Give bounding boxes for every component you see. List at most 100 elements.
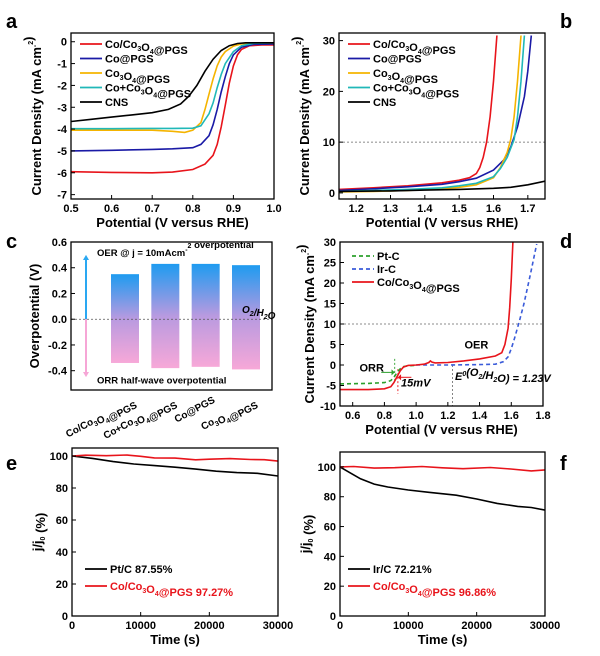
- x-axis-label: Time (s): [150, 632, 200, 647]
- y-tick-label: -5: [57, 146, 67, 158]
- series-line-co-co-o-pgs: [71, 42, 274, 130]
- y-tick-label: 20: [324, 278, 336, 290]
- y-tick-label: 30: [324, 237, 336, 249]
- x-axis-label: Potential (V versus RHE): [96, 215, 248, 230]
- x-tick-label: 0.8: [185, 203, 200, 215]
- series-line-ir-c: [340, 466, 545, 511]
- y-axis-label: Current Density (mA cm-2): [21, 37, 44, 196]
- x-tick-label: 20000: [194, 620, 225, 632]
- series-group: [340, 465, 545, 511]
- y-tick-label: -6: [57, 168, 67, 180]
- plot-frame: [70, 32, 275, 200]
- series-group: [72, 454, 278, 477]
- y-tick-label: -7: [57, 190, 67, 202]
- x-tick-label: 0.6: [104, 203, 119, 215]
- chart-panel-b: 1.2 1.3 1.4 1.5 1.6 1.7 0 10 20 30 Potential (V ve…: [289, 32, 546, 230]
- y-tick-label: -0.4: [48, 366, 68, 378]
- x-tick-label: 10000: [393, 620, 424, 632]
- y-tick-label: 5: [330, 340, 336, 352]
- x-tick-label: 10000: [125, 620, 156, 632]
- plot-frame: [71, 447, 279, 617]
- series-line-co-co-o-pgs: [71, 44, 274, 174]
- y-tick-label: 80: [324, 492, 336, 504]
- y-tick-label: 0: [329, 188, 335, 200]
- chart-panel-e: 0 10000 20000 30000 0 20 40 60 80 100 Time (s) j/j0…: [30, 447, 293, 647]
- y-tick-label: -0.2: [48, 340, 67, 352]
- x-tick-label: 0.5: [63, 203, 78, 215]
- legend-label: Co/Co3O4@PGS 97.27%: [110, 581, 233, 599]
- y-tick-label: 0: [330, 611, 336, 623]
- y-tick-label: 40: [56, 547, 68, 559]
- legend-label: Ir/C 72.21%: [373, 564, 432, 576]
- panel-label-b: b: [560, 11, 572, 33]
- chart-panel-d: 0.6 0.8 1.0 1.2 1.4 1.6 1.8 30 25 20 15 10 5 0 -5 -10 Po…: [294, 237, 552, 437]
- chart-panel-f: 0 10000 20000 30000 0 20 40 60 80 100 Time (s) j/j0…: [298, 451, 560, 647]
- legend-label: CNS: [373, 97, 396, 109]
- y-tick-label: 0.0: [52, 314, 67, 326]
- legend-label: Co@PGS: [373, 54, 422, 66]
- oer-annotation: OER: [464, 340, 488, 352]
- panel-label-d: d: [560, 231, 572, 253]
- panel-label-e: e: [6, 453, 17, 475]
- y-axis-label: Overpotential (V): [27, 264, 42, 369]
- x-tick-label: 20000: [461, 620, 492, 632]
- legend-label: Co+Co3O4@PGS: [105, 83, 191, 101]
- orr-arrowhead: [83, 371, 89, 378]
- series-line-pt-c: [72, 455, 278, 477]
- legend-label: Co/Co3O4@PGS: [105, 39, 188, 57]
- series-line-ir-c: [416, 243, 538, 366]
- y-tick-label: -5: [326, 381, 336, 393]
- x-tick-label: 1.6: [504, 410, 519, 422]
- y-tick-label: 20: [56, 579, 68, 591]
- series-line-co-co-o-pgs: [339, 35, 526, 193]
- y-tick-label: 10: [323, 137, 335, 149]
- series-line-co-pgs: [339, 35, 533, 192]
- legend-label: Co3O4@PGS: [105, 68, 170, 86]
- legend-label: Co+Co3O4@PGS: [373, 83, 459, 101]
- bar-1: [151, 263, 180, 369]
- y-tick-label: 20: [323, 86, 335, 98]
- series-line-co-co-o-pgs: [340, 465, 545, 472]
- panel-label-f: f: [560, 453, 567, 475]
- plot-frame: [339, 451, 546, 617]
- y-tick-label: 0.2: [52, 288, 67, 300]
- o2-h2o-label: O2/H2O: [242, 305, 276, 322]
- x-tick-label: 1.0: [408, 410, 423, 422]
- plot-frame: [338, 32, 546, 200]
- y-tick-label: 0: [330, 360, 336, 372]
- legend-label: Co/Co3O4@PGS: [377, 277, 460, 295]
- y-tick-label: 15: [324, 299, 336, 311]
- x-tick-label: 1.4: [417, 203, 433, 215]
- y-tick-label: 30: [323, 36, 335, 48]
- bar-3: [232, 265, 260, 370]
- panel-label-a: a: [6, 11, 18, 33]
- y-tick-label: -4: [57, 124, 68, 136]
- y-axis-label: j/j0 (%): [30, 513, 48, 553]
- series-line-co-o-pgs: [71, 42, 274, 134]
- oer-caption: OER @ j = 10mAcm-2 overpotential: [97, 240, 254, 259]
- y-tick-label: 20: [324, 581, 336, 593]
- y-tick-label: -10: [320, 401, 336, 413]
- bar-2: [191, 263, 220, 367]
- y-tick-label: 10: [324, 319, 336, 331]
- legend-label: Co3O4@PGS: [373, 68, 438, 86]
- oer-arrowhead: [83, 254, 89, 261]
- y-tick-label: 0.4: [52, 263, 68, 275]
- y-tick-label: 25: [324, 258, 336, 270]
- series-group: [340, 242, 538, 391]
- panel-label-c: c: [6, 231, 17, 253]
- x-tick-label: 0: [69, 620, 75, 632]
- legend-label: Pt/C 87.55%: [110, 564, 173, 576]
- plot-frame: [70, 241, 273, 391]
- legend-label: Co@PGS: [105, 54, 154, 66]
- co-arrowhead: [397, 374, 402, 381]
- series-line-co-co-o-pgs: [72, 454, 278, 462]
- legend-label: Co/Co3O4@PGS 96.86%: [373, 581, 496, 599]
- x-tick-label: 1.2: [349, 203, 364, 215]
- x-tick-label: 0.8: [377, 410, 392, 422]
- x-tick-label: 0.7: [145, 203, 160, 215]
- legend-label: Co/Co3O4@PGS: [373, 39, 456, 57]
- y-tick-label: 80: [56, 483, 68, 495]
- x-axis-label: Potential (V versus RHE): [366, 215, 518, 230]
- e0-annotation: E0(O2/H2O) = 1.23V: [455, 367, 552, 385]
